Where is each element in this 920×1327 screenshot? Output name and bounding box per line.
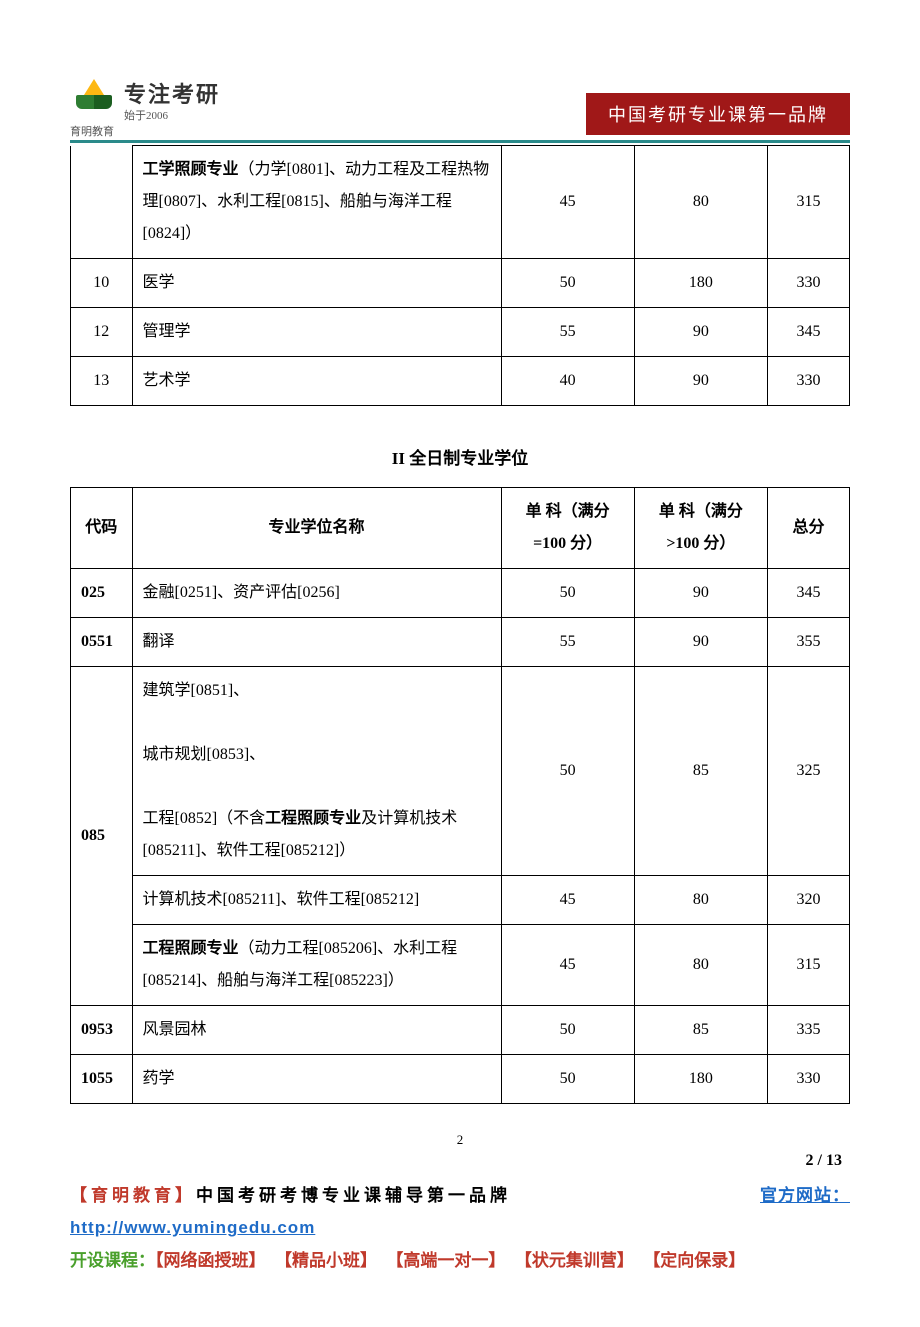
footer-site-link[interactable]: http://www.yumingedu.com	[70, 1218, 315, 1237]
table-professional-degree: 代码 专业学位名称 单 科（满分=100 分） 单 科（满分>100 分） 总分…	[70, 487, 850, 1104]
table-row: 12 管理学 55 90 345	[71, 308, 850, 357]
cell-code: 10	[71, 259, 133, 308]
cell-value: 90	[634, 308, 767, 357]
cell-text: 建筑学[0851]、 城市规划[0853]、 工程[0852]（不含工程照顾专业…	[132, 667, 501, 876]
col-header: 代码	[71, 488, 133, 569]
cell-value: 45	[501, 146, 634, 259]
courses-label: 开设课程：	[70, 1251, 155, 1270]
cell-value: 45	[501, 925, 634, 1006]
footer-tagline: 中国考研考博专业课辅导第一品牌	[196, 1186, 511, 1205]
cell-value: 345	[768, 308, 850, 357]
cell-text: 工学照顾专业	[143, 161, 239, 178]
footer-site-label: 官方网站：	[760, 1180, 850, 1212]
cell-value: 55	[501, 618, 634, 667]
col-header: 单 科（满分=100 分）	[501, 488, 634, 569]
cell-value: 50	[501, 667, 634, 876]
cell-code: 1055	[71, 1055, 133, 1104]
cell-value: 80	[634, 925, 767, 1006]
cell-value: 85	[634, 1006, 767, 1055]
cell-value: 40	[501, 357, 634, 406]
cell-code: 085	[71, 667, 133, 1006]
cell-value: 180	[634, 1055, 767, 1104]
logo-icon	[70, 77, 118, 123]
cell-value: 315	[768, 146, 850, 259]
cell-value: 80	[634, 146, 767, 259]
cell-value: 315	[768, 925, 850, 1006]
footer-promo: 【育明教育】中国考研考博专业课辅导第一品牌 官方网站： http://www.y…	[70, 1180, 850, 1277]
cell-code: 025	[71, 569, 133, 618]
cell-value: 50	[501, 259, 634, 308]
cell-text: 翻译	[132, 618, 501, 667]
header-divider	[70, 140, 850, 143]
cell-value: 90	[634, 357, 767, 406]
header-ribbon: 中国考研专业课第一品牌	[586, 93, 850, 135]
cell-value: 85	[634, 667, 767, 876]
footer-brand: 【育明教育】	[70, 1186, 196, 1205]
col-header: 专业学位名称	[132, 488, 501, 569]
table-row: 工学照顾专业（力学[0801]、动力工程及工程热物理[0807]、水利工程[08…	[71, 146, 850, 259]
cell-value: 180	[634, 259, 767, 308]
col-header: 单 科（满分>100 分）	[634, 488, 767, 569]
footer-line-1: 【育明教育】中国考研考博专业课辅导第一品牌 官方网站：	[70, 1180, 850, 1212]
cell-code: 13	[71, 357, 133, 406]
course-item: 【定向保录】	[643, 1251, 745, 1270]
cell-value: 330	[768, 357, 850, 406]
cell-value: 320	[768, 876, 850, 925]
logo-brand-text: 专注考研	[124, 77, 220, 109]
cell-text: 艺术学	[132, 357, 501, 406]
letterhead: 专注考研 始于2006 育明教育 中国考研专业课第一品牌	[70, 85, 850, 140]
table-row: 计算机技术[085211]、软件工程[085212] 45 80 320	[71, 876, 850, 925]
table-row: 1055 药学 50 180 330	[71, 1055, 850, 1104]
table-row: 085 建筑学[0851]、 城市规划[0853]、 工程[0852]（不含工程…	[71, 667, 850, 876]
cell-text: 管理学	[132, 308, 501, 357]
course-item: 【状元集训营】	[515, 1251, 634, 1270]
cell-value: 90	[634, 569, 767, 618]
cell-value: 55	[501, 308, 634, 357]
cell-value: 50	[501, 1055, 634, 1104]
cell-value: 330	[768, 259, 850, 308]
table-row: 0953 风景园林 50 85 335	[71, 1006, 850, 1055]
cell-text: 风景园林	[132, 1006, 501, 1055]
col-header: 总分	[768, 488, 850, 569]
cell-value: 45	[501, 876, 634, 925]
logo-label: 育明教育	[70, 123, 114, 139]
cell-text: 金融[0251]、资产评估[0256]	[132, 569, 501, 618]
cell-text: 药学	[132, 1055, 501, 1104]
cell-value: 90	[634, 618, 767, 667]
table-academic-degree: 工学照顾专业（力学[0801]、动力工程及工程热物理[0807]、水利工程[08…	[70, 145, 850, 406]
cell-value: 50	[501, 569, 634, 618]
page-number: 2 / 13	[70, 1152, 850, 1170]
table-row: 025 金融[0251]、资产评估[0256] 50 90 345	[71, 569, 850, 618]
logo-sub-text: 始于2006	[124, 107, 220, 123]
cell-value: 80	[634, 876, 767, 925]
cell-value: 50	[501, 1006, 634, 1055]
cell-value: 335	[768, 1006, 850, 1055]
cell-value: 355	[768, 618, 850, 667]
table-row: 0551 翻译 55 90 355	[71, 618, 850, 667]
cell-text: 计算机技术[085211]、软件工程[085212]	[132, 876, 501, 925]
footer-courses: 开设课程：【网络函授班】 【精品小班】 【高端一对一】 【状元集训营】 【定向保…	[70, 1245, 850, 1277]
table-row: 10 医学 50 180 330	[71, 259, 850, 308]
course-item: 【高端一对一】	[386, 1251, 505, 1270]
course-item: 【精品小班】	[275, 1251, 377, 1270]
logo-block: 专注考研 始于2006	[70, 77, 220, 123]
table-header-row: 代码 专业学位名称 单 科（满分=100 分） 单 科（满分>100 分） 总分	[71, 488, 850, 569]
cell-text: 医学	[132, 259, 501, 308]
page-number-small: 2	[70, 1132, 850, 1148]
table-row: 13 艺术学 40 90 330	[71, 357, 850, 406]
cell-code: 12	[71, 308, 133, 357]
table-row: 工程照顾专业（动力工程[085206]、水利工程[085214]、船舶与海洋工程…	[71, 925, 850, 1006]
cell-value: 330	[768, 1055, 850, 1104]
cell-text: 工程照顾专业（动力工程[085206]、水利工程[085214]、船舶与海洋工程…	[132, 925, 501, 1006]
document-page: 专注考研 始于2006 育明教育 中国考研专业课第一品牌 工学照顾专业（力学[0…	[0, 0, 920, 1327]
course-item: 【网络函授班】	[155, 1251, 266, 1270]
section-title: II 全日制专业学位	[70, 444, 850, 469]
cell-code: 0953	[71, 1006, 133, 1055]
cell-value: 345	[768, 569, 850, 618]
cell-code: 0551	[71, 618, 133, 667]
cell-value: 325	[768, 667, 850, 876]
